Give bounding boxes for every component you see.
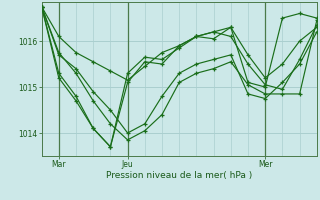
X-axis label: Pression niveau de la mer( hPa ): Pression niveau de la mer( hPa ) — [106, 171, 252, 180]
